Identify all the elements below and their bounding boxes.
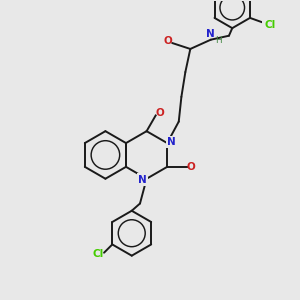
Text: N: N bbox=[138, 175, 147, 185]
Text: H: H bbox=[215, 36, 221, 45]
Text: N: N bbox=[167, 137, 176, 147]
Text: O: O bbox=[164, 36, 172, 46]
Text: N: N bbox=[138, 175, 147, 185]
Text: N: N bbox=[167, 137, 176, 147]
Text: N: N bbox=[206, 29, 215, 39]
Text: Cl: Cl bbox=[264, 20, 275, 29]
Text: O: O bbox=[155, 109, 164, 118]
Text: O: O bbox=[187, 162, 196, 172]
Text: Cl: Cl bbox=[92, 249, 104, 260]
